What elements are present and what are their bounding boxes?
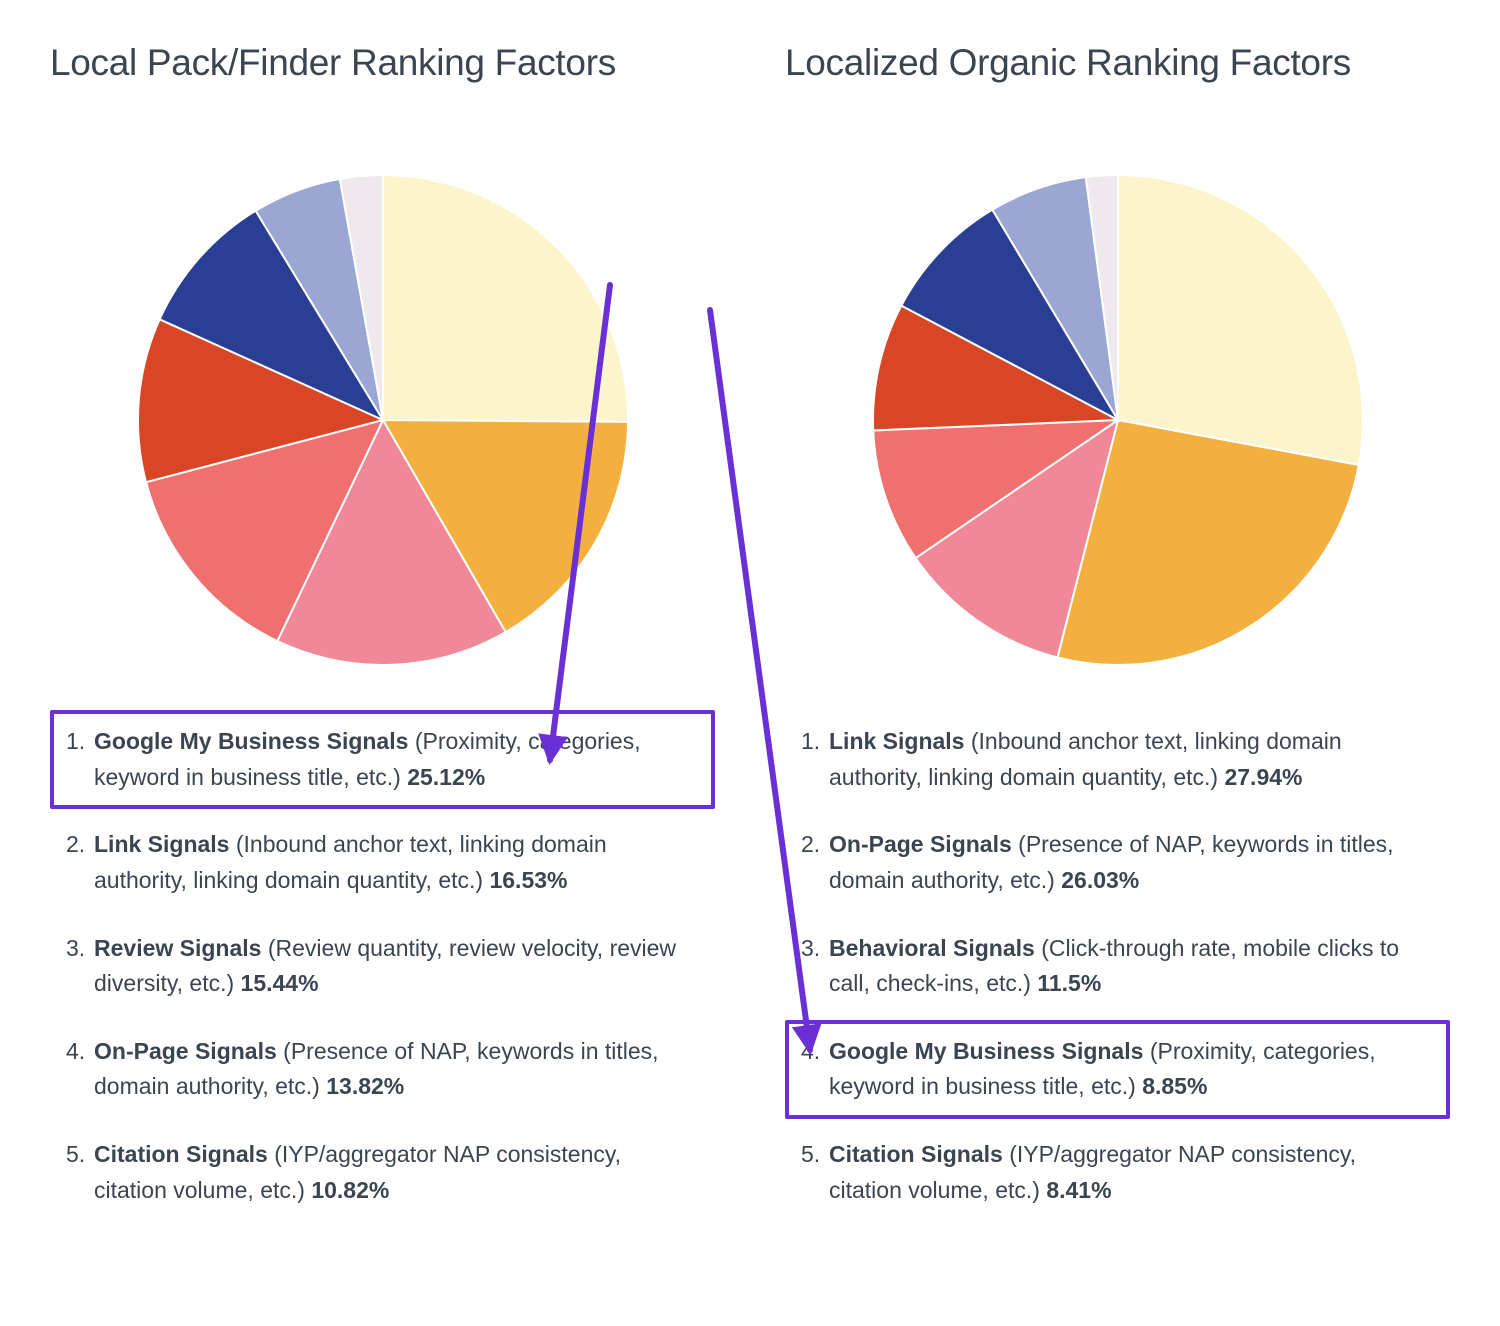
factor-name: Behavioral Signals <box>829 935 1041 961</box>
factor-item: Google My Business Signals (Proximity, c… <box>50 710 715 809</box>
factor-pct: 13.82% <box>326 1073 404 1099</box>
factor-item: Google My Business Signals (Proximity, c… <box>785 1020 1450 1119</box>
chart-column-right: Localized Organic Ranking Factors Link S… <box>785 40 1450 1226</box>
chart-title-left: Local Pack/Finder Ranking Factors <box>50 40 715 140</box>
charts-row: Local Pack/Finder Ranking Factors Google… <box>50 40 1450 1226</box>
pie-slice <box>1118 175 1363 465</box>
factor-name: Google My Business Signals <box>829 1038 1150 1064</box>
pie-wrap-left <box>50 170 715 670</box>
factor-item: Citation Signals (IYP/aggregator NAP con… <box>50 1123 715 1222</box>
factor-name: Link Signals <box>94 831 236 857</box>
factor-pct: 27.94% <box>1224 764 1302 790</box>
factor-list-right: Link Signals (Inbound anchor text, linki… <box>785 710 1450 1222</box>
factor-item: Behavioral Signals (Click-through rate, … <box>785 917 1450 1016</box>
factor-name: Citation Signals <box>94 1141 274 1167</box>
factor-name: Review Signals <box>94 935 268 961</box>
factor-list-left: Google My Business Signals (Proximity, c… <box>50 710 715 1222</box>
factor-name: Google My Business Signals <box>94 728 415 754</box>
chart-title-right: Localized Organic Ranking Factors <box>785 40 1450 140</box>
factor-item: On-Page Signals (Presence of NAP, keywor… <box>50 1020 715 1119</box>
factor-pct: 15.44% <box>241 970 319 996</box>
factor-item: Link Signals (Inbound anchor text, linki… <box>785 710 1450 809</box>
pie-wrap-right <box>785 170 1450 670</box>
factor-item: On-Page Signals (Presence of NAP, keywor… <box>785 813 1450 912</box>
factor-item: Link Signals (Inbound anchor text, linki… <box>50 813 715 912</box>
factor-name: Link Signals <box>829 728 971 754</box>
factor-pct: 10.82% <box>311 1177 389 1203</box>
factor-name: On-Page Signals <box>829 831 1018 857</box>
factor-pct: 26.03% <box>1061 867 1139 893</box>
factor-pct: 25.12% <box>407 764 485 790</box>
pie-chart-right <box>868 170 1368 670</box>
pie-slice <box>383 175 628 422</box>
factor-item: Review Signals (Review quantity, review … <box>50 917 715 1016</box>
factor-pct: 8.41% <box>1046 1177 1111 1203</box>
factor-pct: 16.53% <box>489 867 567 893</box>
chart-column-left: Local Pack/Finder Ranking Factors Google… <box>50 40 715 1226</box>
factor-item: Citation Signals (IYP/aggregator NAP con… <box>785 1123 1450 1222</box>
factor-name: Citation Signals <box>829 1141 1009 1167</box>
pie-chart-left <box>133 170 633 670</box>
factor-name: On-Page Signals <box>94 1038 283 1064</box>
factor-pct: 8.85% <box>1142 1073 1207 1099</box>
factor-pct: 11.5% <box>1037 970 1101 996</box>
